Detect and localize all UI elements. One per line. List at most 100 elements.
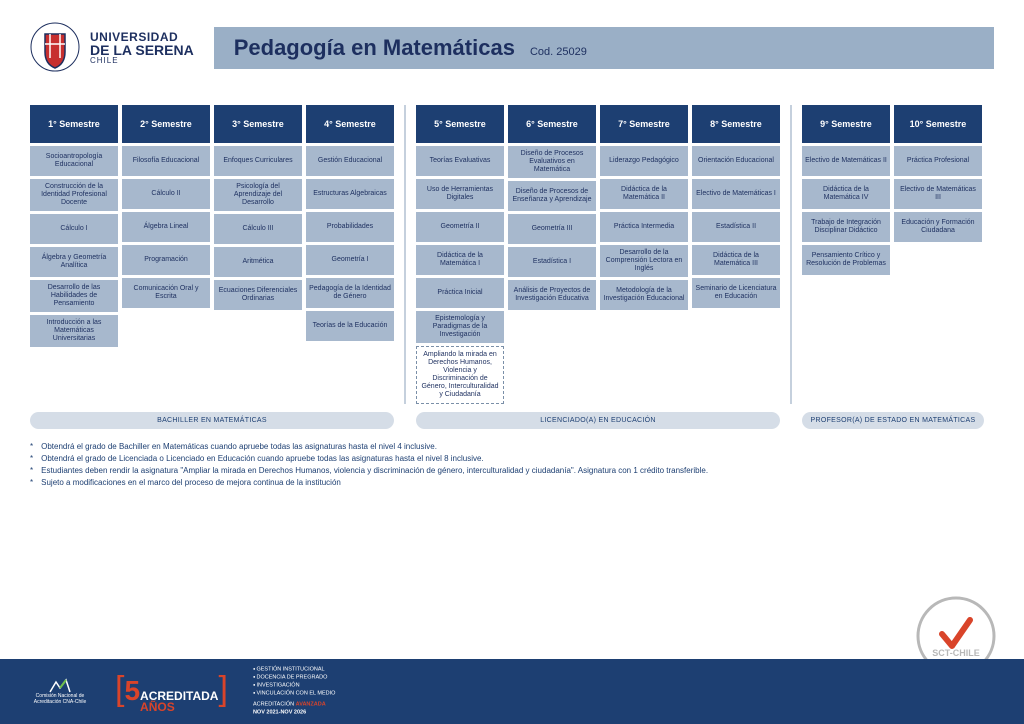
course-box: Comunicación Oral y Escrita: [122, 278, 210, 308]
course-box: Seminario de Licenciatura en Educación: [692, 278, 780, 308]
course-box: Trabajo de Integración Disciplinar Didác…: [802, 212, 890, 242]
semester-column: 2° SemestreFilosofía EducacionalCálculo …: [122, 105, 210, 404]
semester-header: 9° Semestre: [802, 105, 890, 143]
course-box: Didáctica de la Matemática II: [600, 179, 688, 209]
shield-icon: [30, 20, 80, 75]
stage-label: PROFESOR(A) DE ESTADO EN MATEMÁTICAS: [802, 412, 984, 429]
semester-header: 3° Semestre: [214, 105, 302, 143]
course-box: Electivo de Matemáticas III: [894, 179, 982, 209]
course-box: Estadística II: [692, 212, 780, 242]
course-box: Introducción a las Matemáticas Universit…: [30, 315, 118, 347]
cna-logo: Comisión Nacional de Acreditación CNA-Ch…: [30, 678, 90, 705]
course-box: Análisis de Proyectos de Investigación E…: [508, 280, 596, 310]
uni-line2: DE LA SERENA: [90, 43, 194, 57]
stage-labels: BACHILLER EN MATEMÁTICAS LICENCIADO(A) EN…: [30, 412, 994, 429]
course-box: Electivo de Matemáticas II: [802, 146, 890, 176]
course-box: Desarrollo de la Comprensión Lectora en …: [600, 245, 688, 277]
course-box: Teorías de la Educación: [306, 311, 394, 341]
accred-level: ACREDITACIÓN AVANZADA: [253, 701, 335, 709]
course-box: Ecuaciones Diferenciales Ordinarias: [214, 280, 302, 310]
course-box: Geometría III: [508, 214, 596, 244]
course-box: Metodología de la Investigación Educacio…: [600, 280, 688, 310]
course-box: Filosofía Educacional: [122, 146, 210, 176]
semester-header: 4° Semestre: [306, 105, 394, 143]
course-box: Didáctica de la Matemática I: [416, 245, 504, 275]
semester-column: 6° SemestreDiseño de Procesos Evaluativo…: [508, 105, 596, 404]
semester-header: 2° Semestre: [122, 105, 210, 143]
course-box: Pedagogía de la Identidad de Género: [306, 278, 394, 308]
semester-header: 8° Semestre: [692, 105, 780, 143]
footnote: Obtendrá el grado de Bachiller en Matemá…: [30, 441, 994, 453]
program-code: Cod. 25029: [530, 46, 587, 58]
university-logo: UNIVERSIDAD DE LA SERENA CHILE: [30, 20, 194, 75]
uni-line3: CHILE: [90, 57, 194, 65]
course-box: Diseño de Procesos de Enseñanza y Aprend…: [508, 181, 596, 211]
accred-unit: AÑOS: [140, 702, 218, 713]
svg-text:SCT-CHILE: SCT-CHILE: [932, 648, 980, 658]
course-box: Probabilidades: [306, 212, 394, 242]
course-box: Estructuras Algebraicas: [306, 179, 394, 209]
university-name: UNIVERSIDAD DE LA SERENA CHILE: [90, 31, 194, 65]
course-box-elective: Ampliando la mirada en Derechos Humanos,…: [416, 346, 504, 404]
semester-column: 4° SemestreGestión EducacionalEstructura…: [306, 105, 394, 404]
course-box: Construcción de la Identidad Profesional…: [30, 179, 118, 211]
accred-dates: NOV 2021-NOV 2026: [253, 709, 335, 717]
course-box: Geometría II: [416, 212, 504, 242]
course-box: Didáctica de la Matemática IV: [802, 179, 890, 209]
course-box: Teorías Evaluativas: [416, 146, 504, 176]
semester-header: 1° Semestre: [30, 105, 118, 143]
course-box: Liderazgo Pedagógico: [600, 146, 688, 176]
course-box: Didáctica de la Matemática III: [692, 245, 780, 275]
semester-header: 10° Semestre: [894, 105, 982, 143]
semester-header: 7° Semestre: [600, 105, 688, 143]
course-box: Orientación Educacional: [692, 146, 780, 176]
uni-line1: UNIVERSIDAD: [90, 31, 194, 43]
course-box: Cálculo III: [214, 214, 302, 244]
course-box: Desarrollo de las Habilidades de Pensami…: [30, 280, 118, 312]
accred-years: 5: [124, 675, 140, 707]
semester-group: 1° SemestreSocioantropología Educacional…: [30, 105, 394, 404]
curriculum-grid: 1° SemestreSocioantropología Educacional…: [30, 105, 994, 404]
course-box: Práctica Inicial: [416, 278, 504, 308]
semester-column: 5° SemestreTeorías EvaluativasUso de Her…: [416, 105, 504, 404]
footnotes: Obtendrá el grado de Bachiller en Matemá…: [30, 441, 994, 489]
course-box: Psicología del Aprendizaje del Desarroll…: [214, 179, 302, 211]
footer: Comisión Nacional de Acreditación CNA-Ch…: [0, 659, 1024, 724]
course-box: Álgebra Lineal: [122, 212, 210, 242]
accred-area: VINCULACIÓN CON EL MEDIO: [253, 690, 335, 698]
course-box: Epistemología y Paradigmas de la Investi…: [416, 311, 504, 343]
course-box: Cálculo I: [30, 214, 118, 244]
semester-group: 5° SemestreTeorías EvaluativasUso de Her…: [416, 105, 780, 404]
accred-area: DOCENCIA DE PREGRADO: [253, 674, 335, 682]
semester-header: 6° Semestre: [508, 105, 596, 143]
course-box: Álgebra y Geometría Analítica: [30, 247, 118, 277]
footnote: Obtendrá el grado de Licenciada o Licenc…: [30, 453, 994, 465]
course-box: Diseño de Procesos Evaluativos en Matemá…: [508, 146, 596, 178]
semester-header: 5° Semestre: [416, 105, 504, 143]
accreditation-areas: GESTIÓN INSTITUCIONALDOCENCIA DE PREGRAD…: [253, 666, 335, 717]
course-box: Enfoques Curriculares: [214, 146, 302, 176]
course-box: Pensamiento Crítico y Resolución de Prob…: [802, 245, 890, 275]
course-box: Aritmética: [214, 247, 302, 277]
course-box: Programación: [122, 245, 210, 275]
course-box: Educación y Formación Ciudadana: [894, 212, 982, 242]
semester-column: 7° SemestreLiderazgo PedagógicoDidáctica…: [600, 105, 688, 404]
accred-area: INVESTIGACIÓN: [253, 682, 335, 690]
footnote: Estudiantes deben rendir la asignatura "…: [30, 465, 994, 477]
semester-column: 8° SemestreOrientación EducacionalElecti…: [692, 105, 780, 404]
program-title-bar: Pedagogía en Matemáticas Cod. 25029: [214, 27, 994, 69]
semester-column: 10° SemestrePráctica ProfesionalElectivo…: [894, 105, 982, 404]
accred-area: GESTIÓN INSTITUCIONAL: [253, 666, 335, 674]
course-box: Práctica Profesional: [894, 146, 982, 176]
course-box: Socioantropología Educacional: [30, 146, 118, 176]
semester-column: 9° SemestreElectivo de Matemáticas IIDid…: [802, 105, 890, 404]
header: UNIVERSIDAD DE LA SERENA CHILE Pedagogía…: [30, 20, 994, 75]
course-box: Cálculo II: [122, 179, 210, 209]
stage-label: LICENCIADO(A) EN EDUCACIÓN: [416, 412, 780, 429]
stage-label: BACHILLER EN MATEMÁTICAS: [30, 412, 394, 429]
semester-column: 1° SemestreSocioantropología Educacional…: [30, 105, 118, 404]
semester-column: 3° SemestreEnfoques CurricularesPsicolog…: [214, 105, 302, 404]
course-box: Gestión Educacional: [306, 146, 394, 176]
course-box: Uso de Herramientas Digitales: [416, 179, 504, 209]
semester-group: 9° SemestreElectivo de Matemáticas IIDid…: [802, 105, 982, 404]
